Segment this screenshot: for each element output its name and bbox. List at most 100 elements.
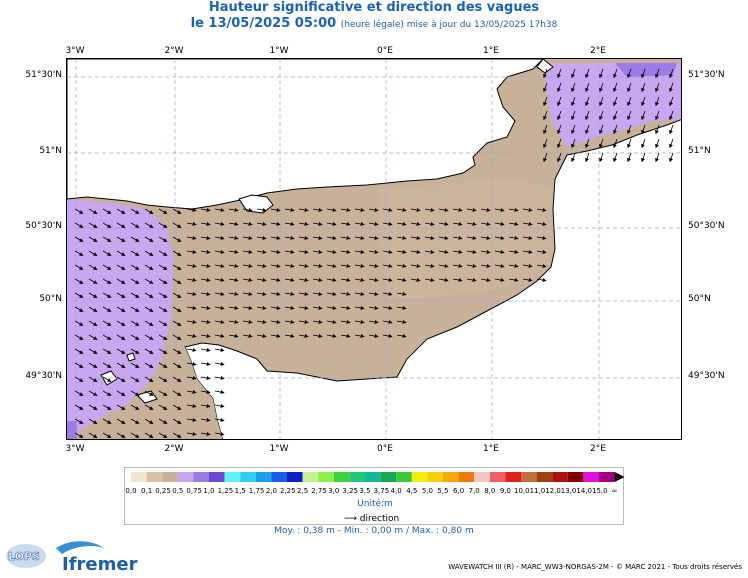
direction-arrow-icon: ⟶ — [344, 514, 357, 524]
wave-direction-arrow — [354, 264, 365, 268]
wave-direction-arrow — [613, 96, 618, 107]
wave-direction-arrow — [536, 264, 547, 268]
wave-direction-arrow — [172, 320, 182, 326]
wave-direction-arrow — [172, 432, 182, 438]
wave-direction-arrow — [144, 278, 154, 284]
direction-legend: ⟶ direction — [344, 514, 399, 524]
wave-direction-arrow — [669, 152, 674, 163]
wave-direction-arrow — [298, 236, 309, 240]
wave-direction-arrow — [242, 208, 253, 212]
wave-direction-arrow — [382, 278, 393, 282]
wave-direction-arrow — [312, 208, 323, 212]
wave-direction-arrow — [382, 320, 393, 324]
wave-map[interactable] — [66, 58, 682, 440]
wave-direction-arrow — [270, 250, 281, 254]
wave-direction-arrow — [354, 278, 365, 282]
wave-direction-arrow — [424, 250, 435, 254]
wave-direction-arrow — [256, 320, 267, 324]
wave-direction-arrow — [627, 110, 632, 121]
wave-direction-arrow — [396, 278, 407, 282]
wave-direction-arrow — [438, 278, 449, 282]
wave-direction-arrow — [158, 348, 168, 354]
wave-direction-arrow — [158, 222, 168, 228]
wave-direction-arrow — [536, 278, 547, 282]
wave-direction-arrow — [494, 264, 505, 268]
wave-direction-arrow — [172, 334, 182, 340]
wave-direction-arrow — [102, 264, 112, 270]
wave-direction-arrow — [312, 306, 323, 310]
wave-direction-arrow — [242, 278, 253, 282]
channel-east — [377, 179, 557, 299]
wave-direction-arrow — [298, 208, 309, 212]
wave-direction-arrow — [298, 320, 309, 324]
legend-label: 10,0 — [514, 487, 530, 495]
wave-direction-arrow — [368, 208, 379, 212]
wave-direction-arrow — [466, 236, 477, 240]
wave-direction-arrow — [585, 82, 590, 93]
legend-swatch — [177, 472, 194, 482]
wave-direction-arrow — [200, 306, 211, 310]
wave-direction-arrow — [130, 404, 140, 410]
legend-label: 0,75 — [186, 487, 202, 495]
wave-direction-arrow — [354, 222, 365, 226]
wave-direction-arrow — [130, 222, 140, 228]
wave-direction-arrow — [480, 250, 491, 254]
wave-direction-arrow — [571, 138, 576, 149]
wave-direction-arrow — [494, 278, 505, 282]
wave-direction-arrow — [144, 292, 154, 298]
wave-direction-arrow — [214, 320, 225, 324]
legend-label: 5,0 — [421, 487, 433, 495]
lat-tick-left: 49°30'N — [25, 371, 62, 381]
wave-direction-arrow — [354, 334, 365, 338]
wave-direction-arrow — [88, 278, 98, 284]
wave-direction-arrow — [641, 124, 646, 135]
wave-direction-arrow — [214, 362, 225, 366]
legend-label: 3,25 — [342, 487, 358, 495]
wave-direction-arrow — [326, 278, 337, 282]
wave-direction-arrow — [543, 124, 548, 135]
wave-direction-arrow — [102, 418, 112, 424]
wave-direction-arrow — [158, 264, 168, 270]
map-title: Hauteur significative et direction des v… — [208, 0, 540, 15]
wave-direction-arrow — [410, 236, 421, 240]
wave-direction-arrow — [571, 82, 576, 93]
wave-direction-arrow — [172, 404, 182, 410]
wave-direction-arrow — [669, 138, 674, 149]
legend-swatch — [505, 472, 521, 482]
wave-direction-arrow — [256, 292, 267, 296]
legend-swatch — [255, 472, 272, 482]
wave-direction-arrow — [74, 306, 84, 312]
wave-direction-arrow — [144, 222, 154, 228]
wave-direction-arrow — [396, 250, 407, 254]
wave-direction-arrow — [571, 152, 576, 163]
wave-direction-arrow — [522, 236, 533, 240]
wave-direction-arrow — [102, 334, 112, 340]
wave-direction-arrow — [158, 250, 168, 256]
lon-tick-top: 1°E — [483, 46, 499, 56]
wave-direction-arrow — [368, 292, 379, 296]
legend-swatch — [131, 472, 147, 482]
wave-direction-arrow — [599, 138, 604, 149]
wave-direction-arrow — [270, 264, 281, 268]
wave-direction-arrow — [536, 222, 547, 226]
wave-direction-arrow — [396, 334, 407, 338]
wave-direction-arrow — [130, 278, 140, 284]
lon-tick-top: 1°W — [269, 46, 289, 56]
wave-direction-arrow — [130, 208, 140, 214]
wave-direction-arrow — [627, 82, 632, 93]
legend-swatch — [224, 472, 241, 482]
wave-direction-arrow — [536, 208, 547, 212]
wave-direction-arrow — [158, 390, 168, 396]
legend-label: 6,0 — [453, 487, 465, 495]
wave-direction-arrow — [88, 390, 98, 396]
wave-direction-arrow — [200, 348, 211, 352]
wave-direction-arrow — [116, 236, 126, 242]
wave-direction-arrow — [158, 208, 168, 214]
ifremer-logo: Ifremer — [52, 538, 138, 578]
legend-swatch — [318, 472, 334, 482]
wave-direction-arrow — [172, 418, 182, 424]
wave-direction-arrow — [480, 264, 491, 268]
wave-direction-arrow — [522, 250, 533, 254]
wave-direction-arrow — [382, 306, 393, 310]
wave-direction-arrow — [466, 264, 477, 268]
